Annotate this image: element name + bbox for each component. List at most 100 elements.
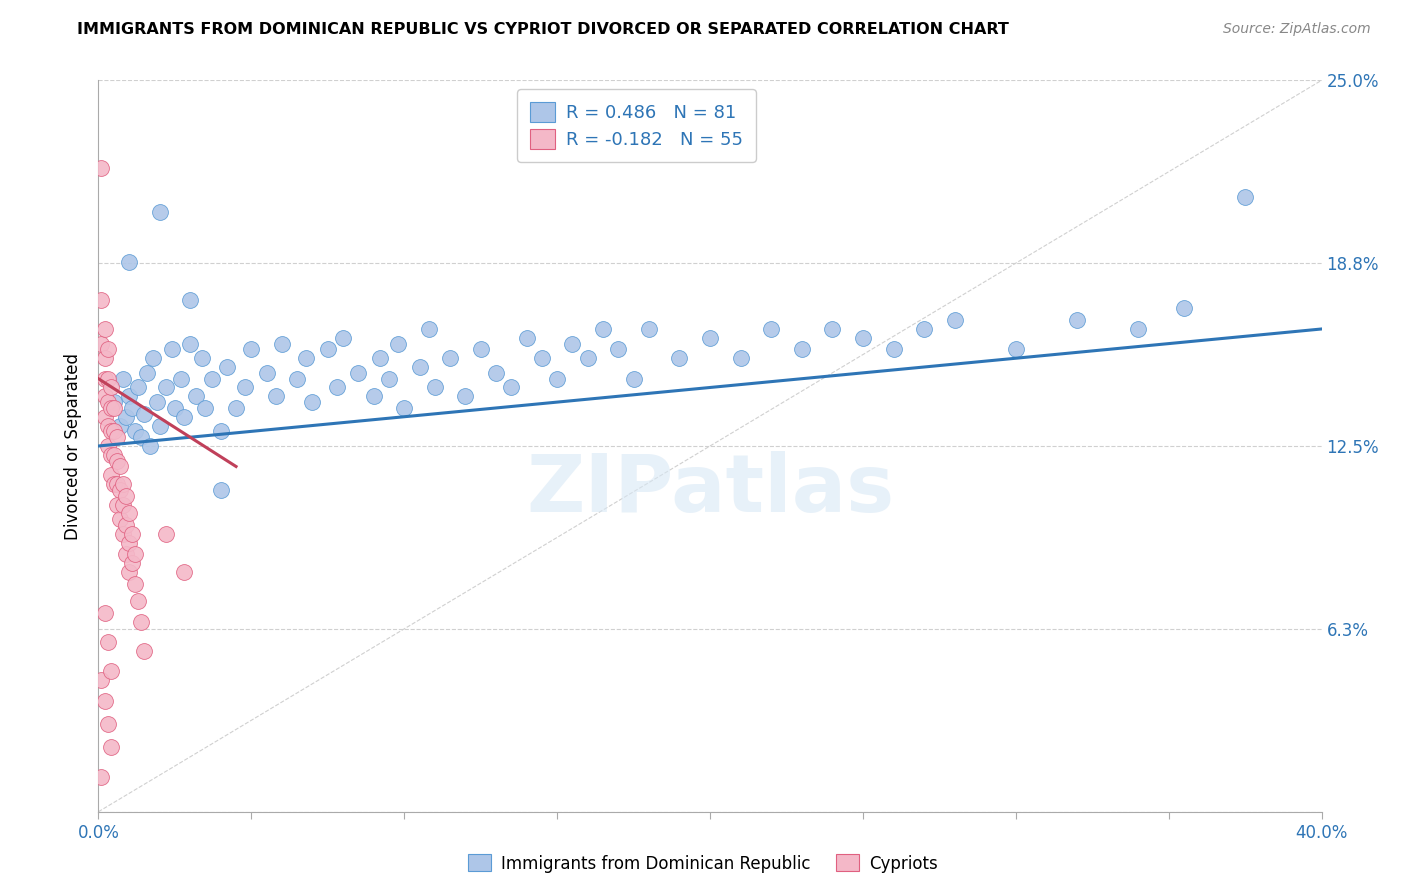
Point (105, 477, 128, 491)
Point (821, 322, 844, 336)
Point (93, 389, 115, 403)
Point (1173, 301, 1195, 316)
Point (115, 547, 138, 561)
Point (347, 366, 370, 380)
Point (883, 343, 905, 357)
Point (363, 389, 385, 403)
Point (108, 459, 131, 474)
Point (163, 401, 186, 415)
Point (270, 336, 292, 351)
Point (90, 293, 112, 307)
Point (103, 401, 125, 415)
Point (285, 372, 308, 386)
Point (103, 448, 125, 462)
Point (121, 526, 143, 541)
Point (139, 439, 162, 453)
Point (93, 409, 115, 424)
Text: ZIPatlas: ZIPatlas (526, 450, 894, 529)
Point (100, 401, 122, 415)
Point (124, 547, 146, 561)
Point (668, 351, 690, 366)
Point (97, 372, 120, 386)
Text: Source: ZipAtlas.com: Source: ZipAtlas.com (1223, 22, 1371, 37)
Point (155, 380, 177, 394)
Point (852, 331, 875, 345)
Point (943, 313, 966, 327)
Legend: R = 0.486   N = 81, R = -0.182   N = 55: R = 0.486 N = 81, R = -0.182 N = 55 (517, 89, 756, 161)
Point (408, 359, 430, 374)
Point (111, 526, 134, 541)
Point (470, 343, 492, 357)
Point (516, 331, 538, 345)
Point (111, 477, 134, 491)
Point (115, 489, 138, 503)
Point (90, 770, 112, 784)
Point (173, 409, 195, 424)
Point (368, 351, 391, 366)
Point (607, 343, 630, 357)
Point (93, 693, 115, 707)
Point (200, 372, 222, 386)
Point (592, 322, 614, 336)
Point (209, 425, 232, 439)
Point (100, 448, 122, 462)
Point (637, 322, 661, 336)
Point (501, 380, 523, 394)
Point (699, 331, 721, 345)
Point (759, 322, 782, 336)
Point (730, 351, 752, 366)
Point (1066, 313, 1088, 327)
Point (105, 498, 128, 512)
Point (186, 389, 208, 403)
Point (100, 740, 122, 755)
Point (264, 389, 287, 403)
Point (90, 673, 112, 687)
Point (623, 372, 645, 386)
Point (142, 351, 165, 366)
Point (240, 343, 263, 357)
Point (108, 418, 131, 433)
Point (93, 351, 115, 366)
Point (93, 322, 115, 336)
Point (105, 430, 128, 444)
Point (439, 351, 461, 366)
Point (301, 395, 323, 409)
Point (136, 366, 159, 380)
Point (129, 615, 152, 629)
Point (145, 395, 167, 409)
Point (530, 351, 553, 366)
Point (118, 535, 141, 549)
Point (160, 343, 183, 357)
Point (546, 372, 568, 386)
Point (326, 380, 349, 394)
Point (423, 380, 446, 394)
Point (105, 453, 128, 467)
Point (179, 336, 201, 351)
Point (392, 401, 416, 415)
Point (127, 594, 149, 608)
Point (103, 477, 125, 491)
Point (97, 418, 120, 433)
Point (454, 389, 477, 403)
Point (127, 380, 149, 394)
Point (215, 359, 238, 374)
Point (115, 518, 138, 533)
Point (912, 322, 935, 336)
Point (108, 483, 131, 497)
Point (118, 389, 141, 403)
Point (103, 425, 125, 439)
Point (97, 395, 120, 409)
Point (485, 366, 508, 380)
Point (100, 468, 122, 483)
Point (256, 366, 278, 380)
Point (100, 380, 122, 394)
Point (115, 409, 138, 424)
Point (121, 401, 143, 415)
Point (149, 205, 172, 219)
Point (387, 336, 409, 351)
Y-axis label: Divorced or Separated: Divorced or Separated (65, 352, 83, 540)
Point (295, 351, 318, 366)
Point (90, 336, 112, 351)
Point (1004, 343, 1026, 357)
Point (170, 372, 193, 386)
